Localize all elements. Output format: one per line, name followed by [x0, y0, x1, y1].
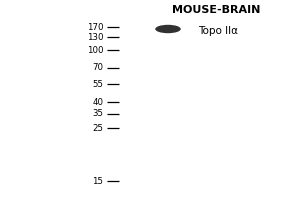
- Text: 40: 40: [92, 98, 104, 107]
- Text: MOUSE-BRAIN: MOUSE-BRAIN: [172, 5, 260, 15]
- Text: 25: 25: [92, 124, 104, 133]
- Text: 130: 130: [87, 32, 104, 42]
- Text: 100: 100: [87, 46, 104, 55]
- Text: 55: 55: [92, 80, 104, 89]
- Text: 35: 35: [92, 109, 104, 118]
- Text: Topo IIα: Topo IIα: [198, 26, 238, 36]
- Text: 15: 15: [92, 176, 104, 186]
- Text: 70: 70: [92, 63, 104, 72]
- Ellipse shape: [155, 25, 181, 33]
- Text: 170: 170: [87, 22, 104, 31]
